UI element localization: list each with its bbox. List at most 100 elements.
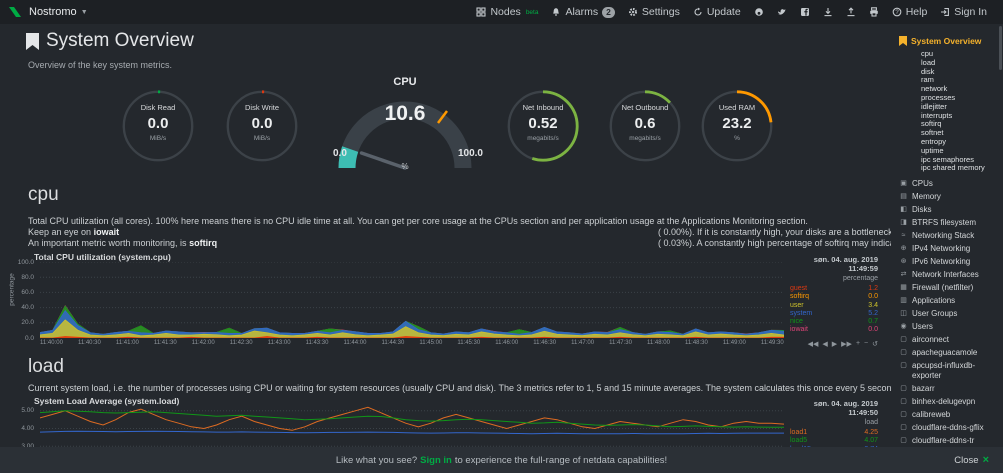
sidebar-item-users[interactable]: ◉ Users (899, 322, 997, 332)
sidebar-item-bazarr[interactable]: ▢ bazarr (899, 384, 997, 394)
gauge-net-outbound[interactable]: Net Outbound 0.6 megabits/s (607, 88, 683, 164)
legend-row-softirq[interactable]: softirq 0.0 (790, 293, 878, 301)
svg-text:?: ? (895, 10, 899, 16)
signin-link[interactable]: Sign in (420, 454, 452, 466)
twitter-button[interactable] (777, 7, 787, 17)
github-button[interactable] (754, 7, 764, 17)
sidebar-item-firewall-netfilter[interactable]: ▦ Firewall (netfilter) (899, 283, 997, 293)
sidebar-subitem-ipc-shared-memory[interactable]: ipc shared memory (921, 163, 985, 173)
sidebar-subitem-softnet[interactable]: softnet (921, 128, 944, 138)
gauge-cpu[interactable]: CPU 10.6 0.0 100.0 % (321, 76, 489, 178)
netdata-logo-icon[interactable] (8, 5, 22, 19)
calibreweb-icon: ▢ (900, 410, 907, 418)
sidebar-scrollbar[interactable] (999, 26, 1002, 70)
bazarr-icon: ▢ (900, 384, 907, 392)
signin-button[interactable]: Sign In (940, 6, 987, 18)
x-tick-label: 11:49:30 (760, 340, 784, 346)
legend-row-system[interactable]: system 5.2 (790, 310, 878, 318)
gauge-value: 0.6 (634, 115, 656, 132)
sidebar-item-network-interfaces[interactable]: ⇄ Network Interfaces (899, 270, 997, 280)
sidebar-item-system-overview[interactable]: System Overview (899, 36, 997, 46)
x-tick-label: 11:47:30 (609, 340, 632, 346)
sidebar-subitem-interrupts[interactable]: interrupts (921, 110, 953, 120)
sidebar-item-networking-stack[interactable]: ≈ Networking Stack (899, 231, 997, 241)
sidebar-subitem-softirq[interactable]: softirq (921, 119, 942, 129)
cpu-section-heading: cpu (28, 184, 59, 205)
legend-date: søn. 04. aug. 2019 (813, 399, 878, 408)
sidebar-subitem-ram[interactable]: ram (921, 75, 934, 85)
load-average-chart[interactable]: System Load Average (system.load) 5.00 4.… (6, 396, 885, 447)
x-tick-label: 11:46:30 (533, 340, 557, 346)
sidebar-subitem-network[interactable]: network (921, 84, 948, 94)
sidebar-item-ipv4-networking[interactable]: ⊕ IPv4 Networking (899, 244, 997, 254)
settings-button[interactable]: Settings (628, 6, 680, 18)
update-button[interactable]: Update (693, 6, 741, 18)
sidebar-item-apcupsd-influxdb-exporter[interactable]: ▢ apcupsd-influxdb-exporter (899, 361, 997, 380)
sidebar-subitem-disk[interactable]: disk (921, 66, 935, 76)
sidebar-subitem-load[interactable]: load (921, 57, 936, 67)
topbar: Nostromo ▼ Nodes beta Alarms 2 Settings U… (0, 0, 1003, 24)
legend-row-user[interactable]: user 3.4 (790, 302, 878, 310)
legend-row-iowait[interactable]: iowait 0.0 (790, 326, 878, 334)
sidebar-item-memory[interactable]: ▤ Memory (899, 192, 997, 202)
chart-toolbar-icon[interactable]: ▶ (831, 341, 838, 348)
chart-plot-area[interactable] (40, 402, 784, 447)
chart-toolbar-icon[interactable]: ↺ (872, 341, 878, 348)
sidebar-subitem-cpu[interactable]: cpu (921, 49, 934, 58)
legend-row-load1[interactable]: load1 4.25 (790, 429, 878, 437)
sidebar-item-cpus[interactable]: ▣ CPUs (899, 179, 997, 189)
chart-toolbar-icon[interactable]: ▶▶ (841, 341, 852, 348)
export-snapshot-button[interactable] (846, 7, 856, 17)
close-button[interactable]: Close × (954, 454, 989, 466)
alarms-button[interactable]: Alarms 2 (551, 6, 615, 18)
chart-plot-area[interactable] (40, 262, 784, 338)
legend-row-guest[interactable]: guest 1.2 (790, 285, 878, 293)
gauge-net-inbound[interactable]: Net Inbound 0.52 megabits/s (505, 88, 581, 164)
applications-icon: ▥ (900, 297, 907, 305)
chart-toolbar-icon[interactable]: + (855, 340, 861, 347)
sidebar-subitem-entropy[interactable]: entropy (921, 136, 947, 146)
gauge-disk-write[interactable]: Disk Write 0.0 MiB/s (224, 88, 300, 164)
cloudflare-ddns-gflix-icon: ▢ (900, 423, 907, 431)
sidebar-item-apacheguacamole[interactable]: ▢ apacheguacamole (899, 348, 997, 358)
sidebar-item-calibreweb[interactable]: ▢ calibreweb (899, 410, 997, 420)
nodes-button[interactable]: Nodes beta (476, 6, 538, 18)
sidebar-subitem-uptime[interactable]: uptime (921, 145, 944, 155)
facebook-button[interactable] (800, 7, 810, 17)
sidebar-item-cloudflare-ddns-gflix[interactable]: ▢ cloudflare-ddns-gflix (899, 423, 997, 433)
chart-toolbar-icon[interactable]: ◀◀ (807, 341, 819, 348)
chart-toolbar[interactable]: ◀◀ ◀ ▶ ▶▶ + − ↺ (790, 340, 878, 348)
cpu-utilization-chart[interactable]: Total CPU utilization (system.cpu) perce… (6, 252, 885, 356)
gauge-unit: MiB/s (253, 135, 271, 142)
chart-toolbar-icon[interactable]: ◀ (822, 341, 828, 348)
sidebar-active-label: System Overview (911, 36, 982, 46)
legend-row-load15[interactable]: load15 3.74 (790, 446, 878, 447)
sidebar-subitem-processes[interactable]: processes (921, 92, 956, 102)
sidebar-item-airconnect[interactable]: ▢ airconnect (899, 335, 997, 345)
gauge-value: 0.52 (528, 115, 558, 132)
gauge-disk-read[interactable]: Disk Read 0.0 MiB/s (120, 88, 196, 164)
legend-row-nice[interactable]: nice 0.7 (790, 318, 878, 326)
sidebar-subitem-ipc-semaphores[interactable]: ipc semaphores (921, 154, 974, 164)
gauge-used-ram[interactable]: Used RAM 23.2 % (699, 88, 775, 164)
help-button[interactable]: ? Help (892, 6, 927, 18)
sidebar-item-cloudflare-ddns-tr[interactable]: ▢ cloudflare-ddns-tr (899, 436, 997, 446)
legend-series-value: 0.0 (868, 293, 878, 301)
chart-toolbar-icon[interactable]: − (864, 340, 869, 347)
legend-row-load5[interactable]: load5 4.07 (790, 437, 878, 445)
node-selector[interactable]: Nostromo ▼ (29, 6, 88, 18)
chart-legend: søn. 04. aug. 2019 11:49:50 load load1 4.… (790, 399, 878, 447)
sidebar-item-btrfs-filesystem[interactable]: ◨ BTRFS filesystem (899, 218, 997, 228)
sidebar-item-disks[interactable]: ◧ Disks (899, 205, 997, 215)
top-navigation: Nodes beta Alarms 2 Settings Update (476, 0, 1003, 24)
sidebar-item-applications[interactable]: ▥ Applications (899, 296, 997, 306)
sidebar-item-binhex-delugevpn[interactable]: ▢ binhex-delugevpn (899, 397, 997, 407)
sidebar-subitem-idlejitter[interactable]: idlejitter (921, 101, 947, 111)
cpu-desc-line3: An important metric worth monitoring, is… (28, 238, 891, 248)
main-content: System Overview Overview of the key syst… (0, 24, 892, 447)
sidebar-item-label: User Groups (912, 309, 958, 319)
sidebar-item-user-groups[interactable]: ◫ User Groups (899, 309, 997, 319)
import-snapshot-button[interactable] (823, 7, 833, 17)
print-button[interactable] (869, 7, 879, 17)
sidebar-item-ipv6-networking[interactable]: ⊛ IPv6 Networking (899, 257, 997, 267)
